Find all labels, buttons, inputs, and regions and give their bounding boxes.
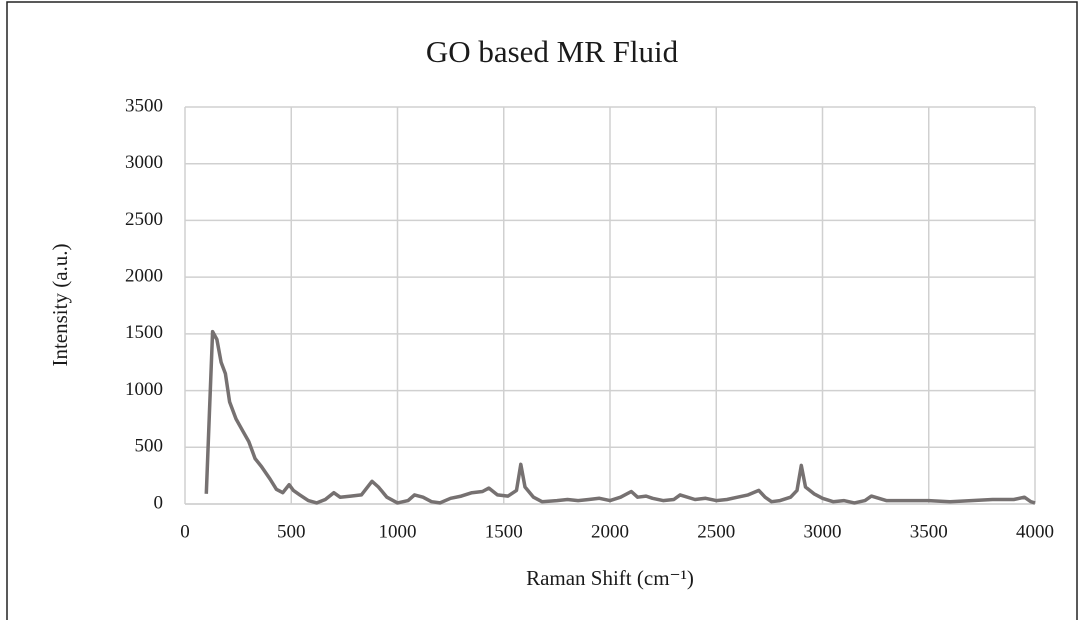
y-tick-label: 1000 [125,379,163,400]
data-line [204,329,1036,505]
x-tick-label: 2000 [591,521,629,542]
x-tick-label: 1000 [379,521,417,542]
y-tick-label: 500 [135,436,164,457]
x-tick-label: 500 [277,521,306,542]
y-axis-label: Intensity (a.u.) [48,243,72,366]
chart-title: GO based MR Fluid [426,34,679,69]
y-tick-label: 0 [154,492,164,513]
y-tick-label: 3500 [125,95,163,116]
y-tick-label: 3000 [125,152,163,173]
x-axis-label: Raman Shift (cm⁻¹) [526,566,694,590]
x-tick-label: 2500 [697,521,735,542]
x-tick-label: 3500 [910,521,948,542]
x-tick-label: 1500 [485,521,523,542]
y-tick-label: 2000 [125,266,163,287]
y-tick-label: 1500 [125,322,163,343]
chart-border [6,1,1078,620]
x-tick-label: 4000 [1016,521,1054,542]
x-tick-label: 3000 [804,521,842,542]
x-tick-label: 0 [180,521,190,542]
y-tick-label: 2500 [125,209,163,230]
